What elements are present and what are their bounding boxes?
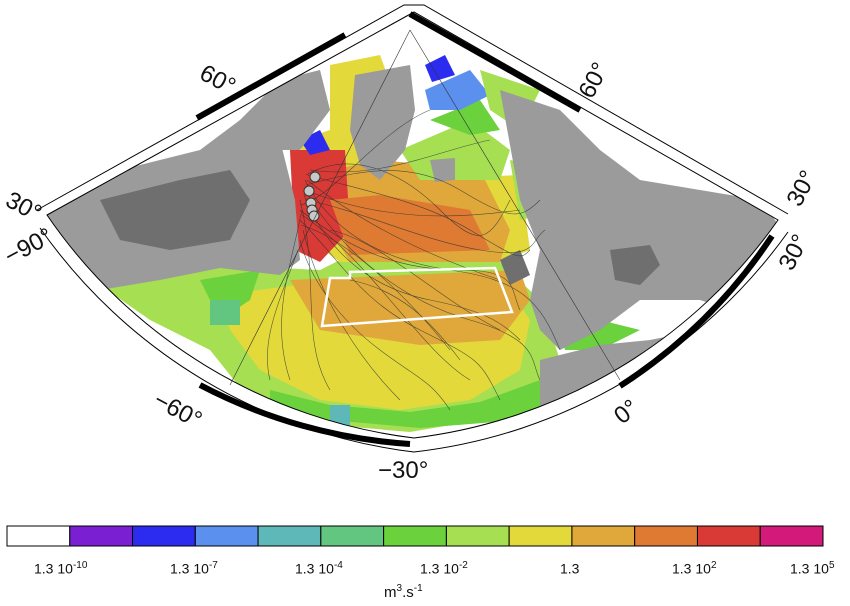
colorbar-tick: 1.3 10-4 bbox=[295, 560, 343, 577]
colorbar-swatch bbox=[508, 525, 573, 547]
colorbar bbox=[6, 525, 824, 547]
colorbar-swatch bbox=[132, 525, 196, 547]
lat-label-30-left: 30° bbox=[1, 186, 46, 227]
colorbar-swatch bbox=[445, 525, 510, 547]
colorbar-swatch bbox=[257, 525, 322, 547]
colorbar-swatch bbox=[320, 525, 385, 547]
colorbar-tick: 1.3 bbox=[560, 560, 580, 577]
trajectory-tracks bbox=[267, 109, 561, 411]
colorbar-swatch bbox=[383, 525, 447, 547]
colorbar-swatch bbox=[634, 525, 698, 547]
lon-label-0: 0° bbox=[609, 394, 644, 429]
colorbar-swatch bbox=[571, 525, 636, 547]
colorbar-swatch bbox=[6, 525, 71, 547]
lon-label-minus90: −90° bbox=[0, 223, 57, 270]
iceland bbox=[430, 158, 455, 182]
colorbar-tick: 1.3 102 bbox=[672, 560, 717, 577]
release-markers bbox=[303, 171, 321, 222]
europe bbox=[500, 90, 778, 350]
colorbar-tick: 1.3 10-10 bbox=[34, 560, 88, 577]
colorbar-swatch bbox=[194, 525, 259, 547]
lon-label-minus60: −60° bbox=[149, 386, 206, 433]
lat-label-30-right: 30° bbox=[781, 166, 822, 211]
colorbar-tick: 1.3 10-7 bbox=[170, 560, 218, 577]
colorbar-swatch bbox=[759, 525, 824, 547]
greenland bbox=[350, 65, 415, 180]
lat-label-60-left: 60° bbox=[195, 59, 240, 100]
colorbar-swatch bbox=[69, 525, 134, 547]
colorbar-units: m3.s-1 bbox=[384, 583, 423, 601]
lat-label-60-right: 60° bbox=[573, 58, 614, 103]
transport-map: −90° −60° −30° 0° 30° 30° 60° 60° 30° bbox=[0, 4, 822, 484]
lon-label-30: 30° bbox=[773, 230, 814, 275]
lon-label-minus30: −30° bbox=[378, 457, 428, 484]
study-region-box bbox=[320, 266, 514, 328]
colorbar-swatch bbox=[696, 525, 761, 547]
colorbar-tick: 1.3 105 bbox=[790, 560, 835, 577]
colorbar-tick: 1.3 10-2 bbox=[420, 560, 468, 577]
map-frame bbox=[36, 4, 789, 453]
